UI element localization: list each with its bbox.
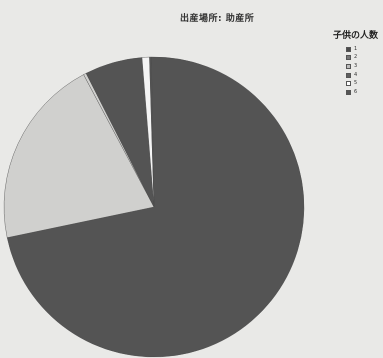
legend-swatch <box>346 55 351 61</box>
legend-item-4: 4 <box>346 71 383 80</box>
legend-item-5: 5 <box>346 79 383 88</box>
legend-swatch <box>346 81 351 87</box>
legend-item-3: 3 <box>346 62 383 71</box>
legend-item-2: 2 <box>346 54 383 63</box>
legend-swatch <box>346 46 351 52</box>
pie-slice-6 <box>149 56 155 208</box>
legend-label: 5 <box>354 80 358 87</box>
pie-slice-2 <box>3 74 155 238</box>
pie-slice-1 <box>6 56 305 358</box>
legend-swatch <box>346 89 351 95</box>
legend-label: 4 <box>354 71 358 78</box>
chart-title: 出産場所: 助産所 <box>180 14 255 24</box>
legend-swatch <box>346 72 351 78</box>
legend-item-6: 6 <box>346 88 383 97</box>
legend-label: 3 <box>354 62 358 69</box>
legend-swatch <box>346 63 351 69</box>
legend-label: 1 <box>354 45 358 52</box>
legend-item-1: 1 <box>346 45 383 54</box>
legend-label: 2 <box>354 54 358 61</box>
legend-title: 子供の人数 <box>333 31 379 41</box>
legend-label: 6 <box>354 88 358 95</box>
